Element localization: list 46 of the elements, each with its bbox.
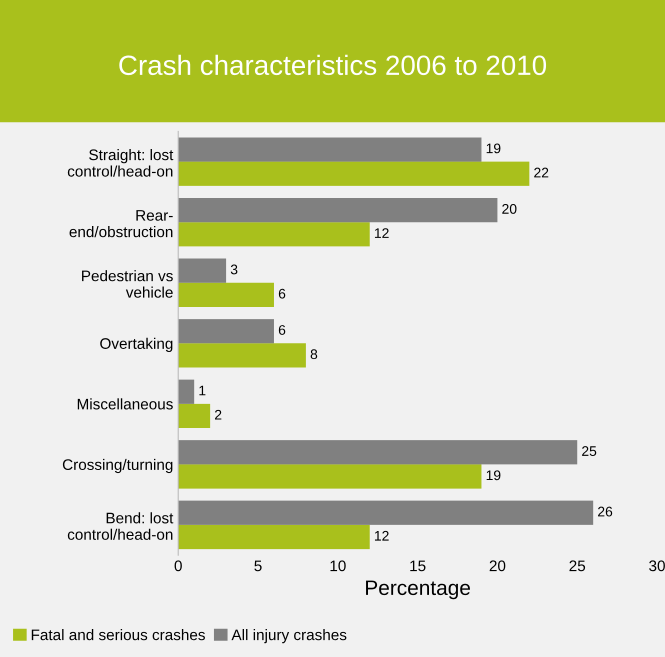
x-tick-label: 0 bbox=[174, 560, 182, 572]
bar bbox=[178, 343, 306, 368]
data-label: 26 bbox=[598, 506, 612, 517]
bar bbox=[178, 162, 530, 186]
x-tick-label: 10 bbox=[330, 560, 346, 572]
bar bbox=[178, 137, 482, 162]
data-label: 2 bbox=[215, 410, 222, 420]
data-label: 20 bbox=[502, 204, 516, 214]
data-label: 12 bbox=[374, 228, 389, 238]
legend-label: Fatal and serious crashes bbox=[32, 629, 205, 640]
data-label: 22 bbox=[534, 168, 548, 178]
legend-label: All injury crashes bbox=[231, 629, 346, 644]
chart-title: Crash characteristics 2006 to 2010 bbox=[119, 54, 546, 76]
y-tick-label: Crossing/turning bbox=[62, 458, 172, 474]
y-tick-label: Overtaking bbox=[100, 338, 172, 352]
x-axis-title: Percentage bbox=[366, 580, 470, 600]
data-label: 3 bbox=[230, 264, 238, 274]
bar bbox=[178, 380, 194, 404]
y-tick-label: Pedestrian vs vehicle bbox=[82, 270, 173, 298]
x-tick-label: 25 bbox=[569, 560, 586, 572]
bar bbox=[178, 222, 370, 246]
x-tick-label: 5 bbox=[254, 560, 262, 572]
bar bbox=[178, 500, 594, 525]
x-tick-label: 20 bbox=[490, 560, 506, 572]
bar bbox=[178, 198, 498, 222]
y-tick-label: Straight: lost control/head-on bbox=[68, 149, 174, 177]
data-label: 1 bbox=[199, 386, 206, 396]
bar bbox=[178, 258, 226, 283]
data-label: 12 bbox=[374, 530, 389, 541]
x-tick-label: 30 bbox=[649, 560, 665, 572]
bar bbox=[178, 404, 210, 428]
data-label: 8 bbox=[310, 349, 318, 360]
y-tick-label: Bend: lost control/head-on bbox=[68, 512, 174, 540]
y-tick-label: Miscellaneous bbox=[78, 398, 173, 410]
data-label: 19 bbox=[486, 470, 500, 480]
bar bbox=[178, 282, 274, 307]
data-label: 6 bbox=[278, 288, 286, 299]
bar bbox=[178, 524, 370, 550]
y-tick-label: Rear- end/obstruction bbox=[70, 210, 173, 238]
bar bbox=[178, 464, 482, 489]
data-label: 19 bbox=[486, 143, 500, 154]
data-label: 6 bbox=[278, 325, 286, 335]
bar bbox=[178, 440, 578, 464]
data-label: 25 bbox=[582, 446, 596, 456]
bar bbox=[178, 319, 274, 344]
x-tick-label: 15 bbox=[410, 560, 426, 572]
